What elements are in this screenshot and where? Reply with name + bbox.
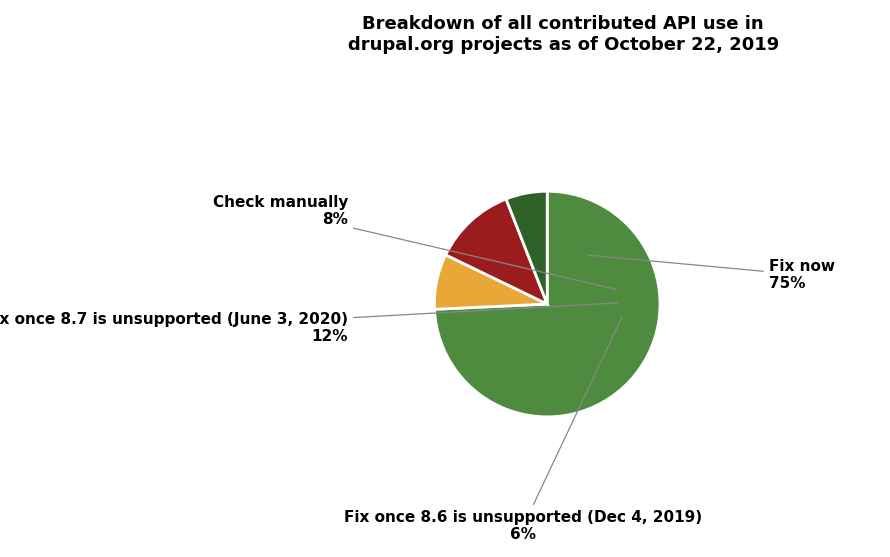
Wedge shape: [434, 255, 547, 309]
Text: Fix once 8.7 is unsupported (June 3, 2020)
12%: Fix once 8.7 is unsupported (June 3, 202…: [0, 303, 618, 344]
Text: Fix now
75%: Fix now 75%: [587, 255, 835, 291]
Wedge shape: [446, 199, 547, 304]
Wedge shape: [506, 191, 547, 304]
Wedge shape: [434, 191, 660, 417]
Text: Check manually
8%: Check manually 8%: [213, 195, 617, 290]
Title: Breakdown of all contributed API use in
drupal.org projects as of October 22, 20: Breakdown of all contributed API use in …: [347, 16, 779, 54]
Text: Fix once 8.6 is unsupported (Dec 4, 2019)
6%: Fix once 8.6 is unsupported (Dec 4, 2019…: [344, 317, 702, 542]
